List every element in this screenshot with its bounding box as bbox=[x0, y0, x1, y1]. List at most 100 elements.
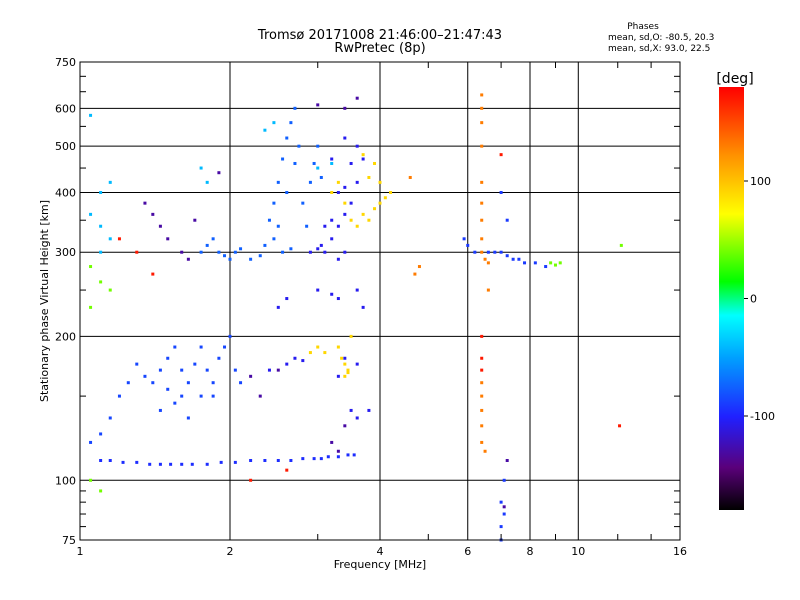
data-point bbox=[361, 212, 365, 216]
data-point bbox=[330, 237, 334, 241]
data-point bbox=[367, 408, 371, 412]
data-point bbox=[108, 458, 112, 462]
data-point bbox=[618, 424, 622, 428]
y-axis-ticks: 75 100 200 300 400 500 600 750 bbox=[55, 56, 680, 547]
data-point bbox=[186, 257, 190, 261]
data-point bbox=[480, 381, 484, 385]
data-point bbox=[346, 371, 350, 375]
data-point bbox=[276, 458, 280, 462]
data-point bbox=[173, 401, 177, 405]
data-point bbox=[355, 180, 359, 184]
data-point bbox=[558, 261, 562, 265]
data-point bbox=[272, 201, 276, 205]
data-point bbox=[336, 455, 340, 459]
data-point bbox=[173, 345, 177, 349]
data-point bbox=[285, 190, 289, 194]
data-point bbox=[121, 460, 125, 464]
data-point bbox=[285, 136, 289, 140]
data-point bbox=[205, 180, 209, 184]
data-point bbox=[258, 254, 262, 258]
data-point bbox=[343, 250, 347, 254]
data-point bbox=[373, 161, 377, 165]
data-point bbox=[135, 460, 139, 464]
data-point bbox=[249, 257, 253, 261]
chart-title: Tromsø 20171008 21:46:00–21:47:43 bbox=[257, 28, 503, 43]
data-point bbox=[361, 305, 365, 309]
data-point bbox=[336, 449, 340, 453]
data-point bbox=[523, 261, 527, 265]
data-point bbox=[373, 207, 377, 211]
data-point bbox=[349, 334, 353, 338]
data-point bbox=[89, 305, 93, 309]
data-point bbox=[499, 500, 503, 504]
data-point bbox=[480, 424, 484, 428]
data-point bbox=[330, 161, 334, 165]
data-point bbox=[199, 345, 203, 349]
data-point bbox=[480, 237, 484, 241]
y-tick-label: 750 bbox=[55, 56, 76, 69]
y-tick-label: 600 bbox=[55, 102, 76, 115]
data-point bbox=[180, 250, 184, 254]
colorbar-tick-label: 0 bbox=[750, 293, 757, 306]
data-point bbox=[619, 243, 623, 247]
data-point bbox=[336, 345, 340, 349]
data-point bbox=[480, 106, 484, 110]
data-point bbox=[301, 359, 305, 363]
data-point bbox=[417, 265, 421, 269]
data-point bbox=[343, 424, 347, 428]
data-point bbox=[336, 374, 340, 378]
data-point bbox=[180, 394, 184, 398]
data-point bbox=[336, 297, 340, 301]
data-point bbox=[499, 525, 503, 529]
data-point bbox=[502, 478, 506, 482]
data-point bbox=[308, 250, 312, 254]
data-point bbox=[217, 250, 221, 254]
data-point bbox=[151, 381, 155, 385]
data-point bbox=[117, 394, 121, 398]
data-point bbox=[301, 201, 305, 205]
data-point bbox=[499, 190, 503, 194]
data-point bbox=[135, 250, 139, 254]
data-point bbox=[239, 247, 243, 251]
data-point bbox=[533, 261, 537, 265]
data-point bbox=[326, 455, 330, 459]
data-point bbox=[281, 157, 285, 161]
data-point bbox=[319, 175, 323, 179]
data-point bbox=[502, 512, 506, 516]
plot-frame bbox=[79, 61, 681, 541]
data-point bbox=[108, 237, 112, 241]
data-point bbox=[272, 121, 276, 125]
x-tick-label: 6 bbox=[464, 545, 471, 558]
data-point bbox=[211, 394, 215, 398]
y-tick-label: 400 bbox=[55, 186, 76, 199]
y-tick-label: 200 bbox=[55, 330, 76, 343]
data-point bbox=[305, 224, 309, 228]
data-point bbox=[343, 201, 347, 205]
colorbar-tick-label: -100 bbox=[750, 410, 775, 423]
x-tick-label: 4 bbox=[377, 545, 384, 558]
data-point bbox=[263, 128, 267, 132]
data-point bbox=[258, 394, 262, 398]
data-point bbox=[228, 334, 232, 338]
data-point bbox=[166, 387, 170, 391]
x-tick-label: 16 bbox=[673, 545, 687, 558]
data-point bbox=[343, 106, 347, 110]
data-point bbox=[190, 462, 194, 466]
data-point bbox=[312, 457, 316, 461]
data-point bbox=[483, 257, 487, 261]
data-point bbox=[517, 257, 521, 261]
data-point bbox=[289, 458, 293, 462]
data-point bbox=[199, 394, 203, 398]
data-point bbox=[480, 250, 484, 254]
data-point bbox=[343, 362, 347, 366]
data-point bbox=[486, 288, 490, 292]
data-point bbox=[89, 113, 93, 117]
data-point bbox=[323, 224, 327, 228]
data-point bbox=[285, 468, 289, 472]
data-point bbox=[99, 458, 103, 462]
data-point bbox=[480, 394, 484, 398]
data-point bbox=[408, 175, 412, 179]
data-point bbox=[480, 356, 484, 360]
data-point bbox=[480, 440, 484, 444]
data-point bbox=[143, 374, 147, 378]
